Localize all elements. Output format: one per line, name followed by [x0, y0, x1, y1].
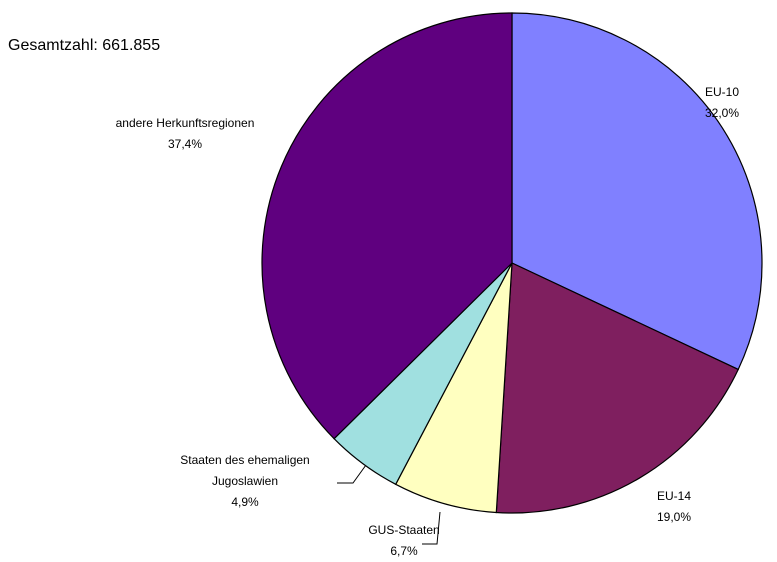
- slice-label: EU-10 32,0%: [662, 82, 777, 124]
- slice-label: GUS-Staaten 6,7%: [344, 520, 464, 562]
- pie-slice: [261, 12, 513, 440]
- value-label: 4,9%: [231, 495, 259, 509]
- pie-slice: [495, 262, 740, 514]
- category-label: EU-10: [704, 85, 739, 99]
- category-label: Staaten des ehemaligen Jugoslawien: [180, 453, 310, 488]
- leader-line: [337, 464, 367, 484]
- value-label: 19,0%: [656, 510, 692, 524]
- chart-title: Gesamtzahl: 661.855: [8, 37, 161, 54]
- leader-line: [422, 511, 441, 545]
- value-label: 6,7%: [390, 544, 418, 558]
- value-label: 37,4%: [167, 137, 203, 151]
- value-label: 32,0%: [704, 106, 740, 120]
- slice-label: Staaten des ehemaligen Jugoslawien 4,9%: [160, 450, 330, 513]
- category-label: GUS-Staaten: [368, 523, 440, 537]
- category-label: andere Herkunftsregionen: [115, 116, 255, 130]
- slice-label: andere Herkunftsregionen 37,4%: [75, 113, 295, 155]
- slice-label: EU-14 19,0%: [614, 486, 734, 528]
- pie-slice: [511, 12, 763, 371]
- category-label: EU-14: [656, 489, 691, 503]
